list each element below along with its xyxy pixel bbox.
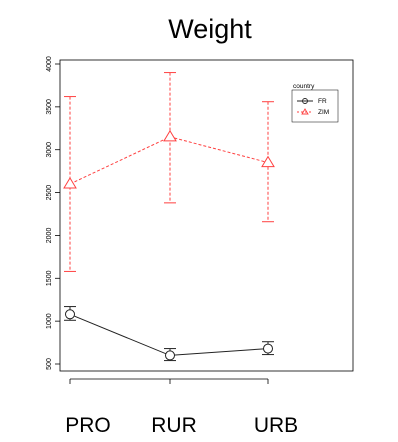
series-layer [63, 72, 275, 362]
legend-zim-marker [301, 108, 309, 115]
y-tick-label: 1000 [46, 313, 53, 329]
y-tick-label: 3000 [46, 142, 53, 158]
series-line [69, 313, 269, 356]
x-tick-label: PRO [65, 414, 111, 437]
x-tick-label: URB [254, 414, 298, 437]
legend-title: country [293, 83, 315, 90]
series-fr [64, 306, 274, 362]
data-point [263, 343, 273, 354]
y-tick-label: 2500 [46, 185, 53, 201]
legend-box [291, 89, 339, 123]
y-tick-label: 1500 [46, 270, 53, 286]
x-axis: PRO RUR URB [65, 378, 298, 437]
legend-zim-label: ZIM [318, 109, 329, 116]
legend: country FR ZIM [291, 83, 339, 123]
legend-fr-marker [302, 98, 308, 104]
y-tick-label: 4000 [46, 56, 53, 72]
chart-title: Weight [168, 14, 252, 44]
y-tick-label: 3500 [46, 99, 53, 115]
x-tick-label: RUR [151, 414, 197, 437]
y-axis: 500 1000 1500 2000 2500 3000 3500 4000 [46, 56, 60, 370]
data-point [163, 129, 177, 142]
data-point [63, 177, 77, 189]
data-point [65, 309, 75, 320]
y-tick-label: 500 [46, 358, 53, 370]
legend-fr-label: FR [318, 98, 327, 105]
data-point [165, 350, 175, 361]
y-tick-label: 2000 [46, 228, 53, 244]
series-line [69, 136, 269, 185]
data-point [261, 155, 275, 168]
plot-frame [59, 59, 354, 372]
series-zim [63, 72, 275, 272]
